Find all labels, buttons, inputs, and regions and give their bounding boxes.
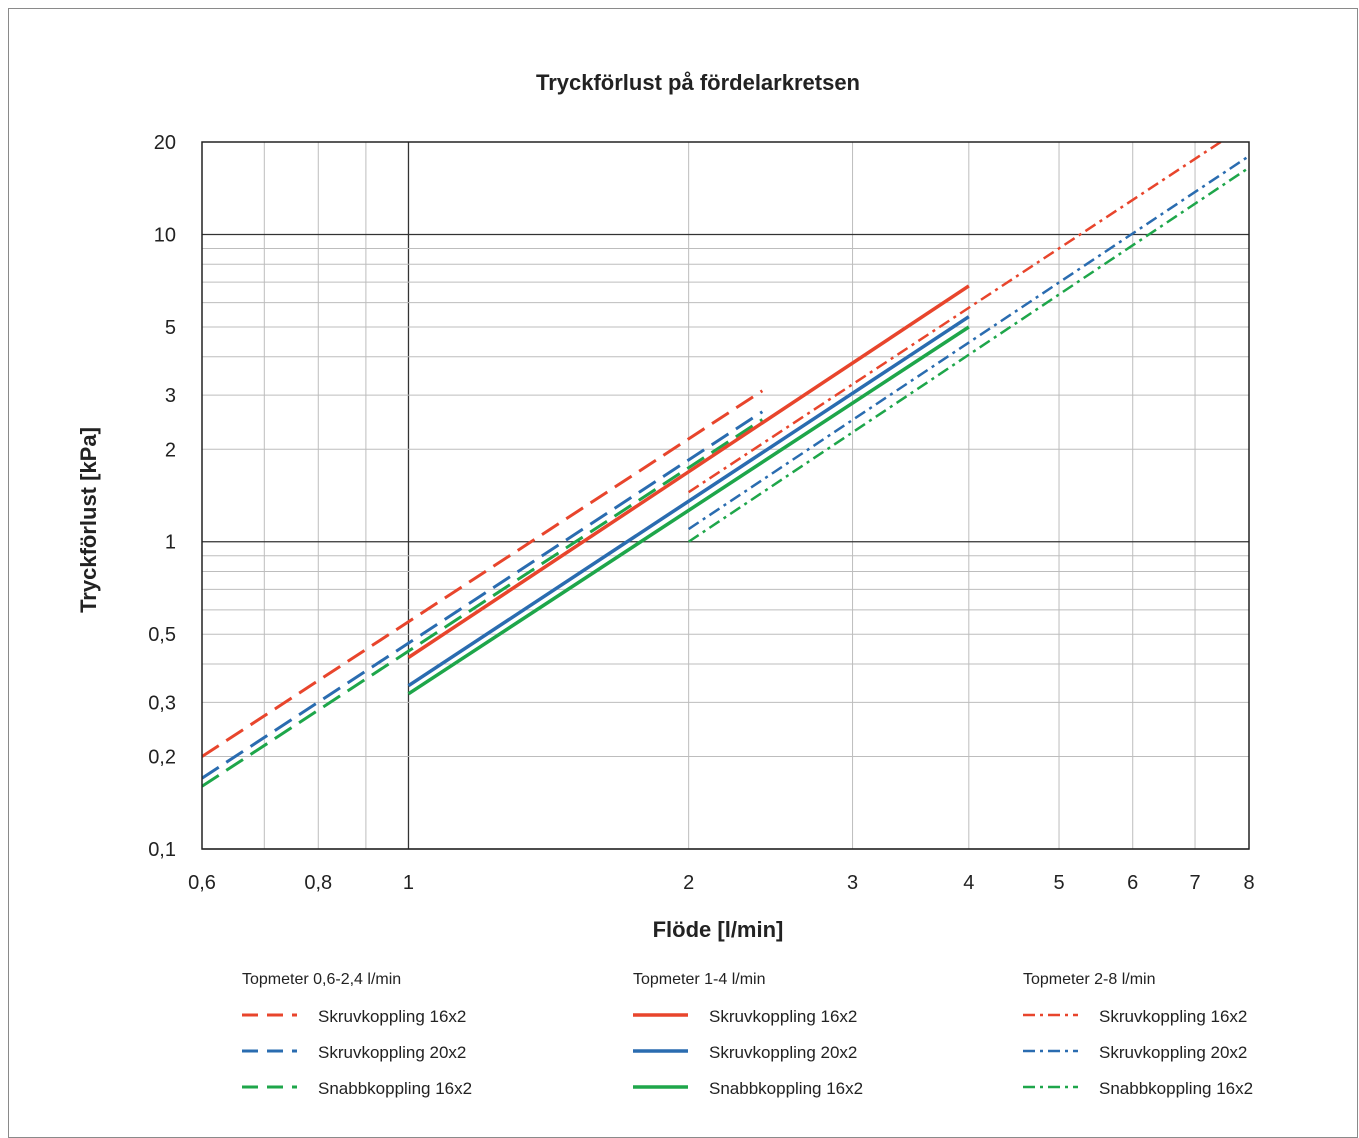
y-tick-label: 3 [165,385,176,407]
series-line [202,389,764,758]
legend-group-title: Topmeter 0,6-2,4 l/min [242,971,401,988]
series-line [407,284,970,659]
tick-labels: 0,6 0,8 1 2 3 4 5 6 7 8 0,1 0,2 0,3 0,5 1 2 3 5 10 20 [148,132,1254,894]
legend-label: Snabbkoppling 16x2 [709,1079,863,1098]
legend-group-title: Topmeter 2-8 l/min [1023,971,1156,988]
plot-area [201,141,1250,850]
series-line [202,410,764,780]
legend-label: Skruvkoppling 16x2 [709,1007,857,1026]
y-tick-label: 10 [154,224,176,246]
x-tick-label: 5 [1053,872,1064,894]
legend-group-title: Topmeter 1-4 l/min [633,971,766,988]
grid [201,141,1250,850]
x-tick-label: 0,8 [304,872,332,894]
y-tick-label: 0,2 [148,747,176,769]
x-tick-label: 2 [683,872,694,894]
y-tick-label: 0,5 [148,624,176,646]
x-tick-label: 4 [963,872,974,894]
series-line [687,142,1223,494]
y-tick-label: 0,3 [148,692,176,714]
x-axis-title: Flöde [l/min] [653,917,784,942]
legend-label: Snabbkoppling 16x2 [318,1079,472,1098]
x-tick-label: 0,6 [188,872,216,894]
x-tick-label: 1 [403,872,414,894]
y-axis-title: Tryckförlust [kPa] [76,427,101,613]
chart-title: Tryckförlust på fördelarkretsen [536,70,860,95]
series-line [687,166,1249,543]
series-line [407,315,970,688]
y-tick-label: 2 [165,439,176,461]
legend-label: Snabbkoppling 16x2 [1099,1079,1253,1098]
y-tick-label: 0,1 [148,839,176,861]
legend-label: Skruvkoppling 20x2 [1099,1043,1247,1062]
x-tick-label: 3 [847,872,858,894]
series-lines [202,142,1249,788]
series-line [202,418,764,788]
y-tick-label: 20 [154,132,176,154]
series-line [407,325,970,696]
x-tick-label: 8 [1243,872,1254,894]
y-tick-label: 5 [165,317,176,339]
series-line [687,155,1249,531]
legend-label: Skruvkoppling 20x2 [318,1043,466,1062]
legend-label: Skruvkoppling 16x2 [1099,1007,1247,1026]
legend-label: Skruvkoppling 20x2 [709,1043,857,1062]
legend-label: Skruvkoppling 16x2 [318,1007,466,1026]
y-tick-label: 1 [165,532,176,554]
x-tick-label: 6 [1127,872,1138,894]
x-tick-label: 7 [1189,872,1200,894]
legend: Topmeter 0,6-2,4 l/min Skruvkoppling 16x2… [242,971,1253,1098]
